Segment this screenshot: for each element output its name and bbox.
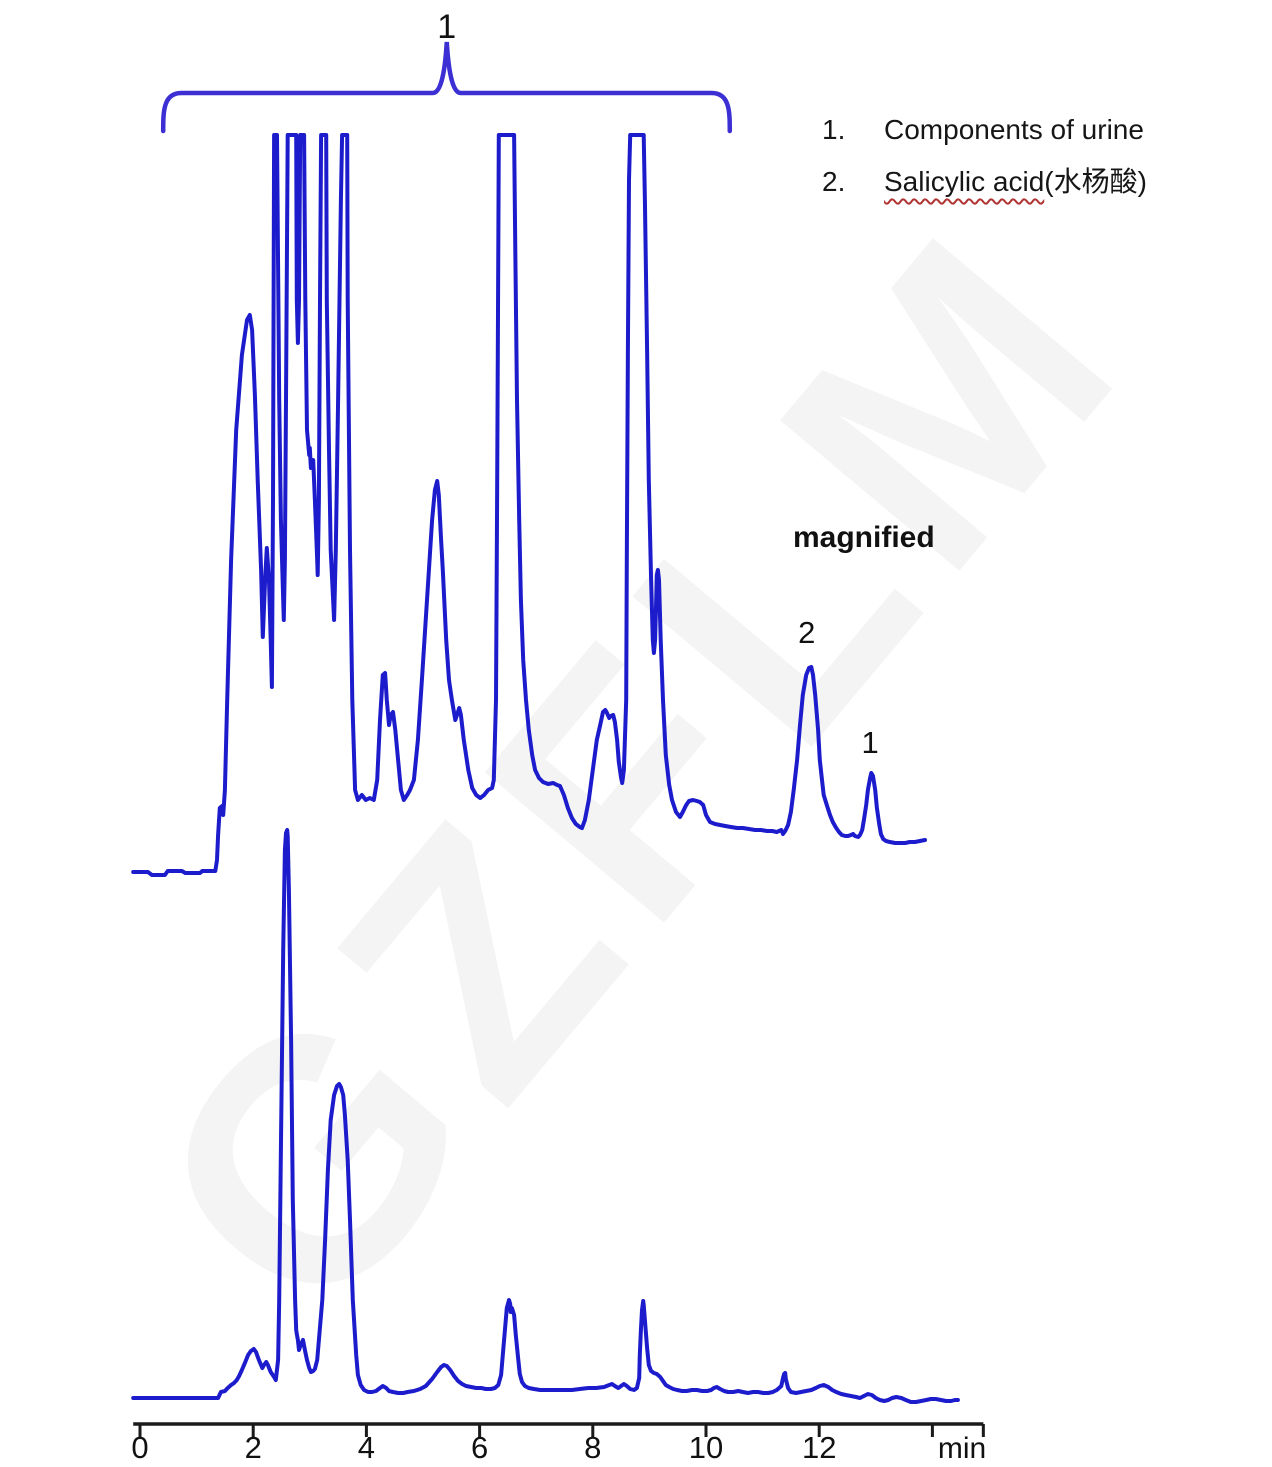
peak-label-1: 1: [862, 725, 879, 760]
brace: [160, 41, 733, 134]
legend-item: 1. Components of urine: [822, 112, 1147, 148]
legend-item-label: Components of urine: [884, 114, 1144, 145]
legend-item-label-suffix: (水杨酸): [1044, 166, 1147, 197]
x-axis-tick-label: 10: [689, 1430, 723, 1465]
x-axis-tick-label: 8: [584, 1430, 601, 1465]
legend: 1. Components of urine 2. Salicylic acid…: [822, 112, 1147, 216]
x-axis-unit-label: min: [938, 1432, 986, 1465]
trace-magnified: [131, 133, 927, 877]
magnified-label: magnified: [793, 521, 935, 554]
brace-label: 1: [437, 8, 456, 46]
x-axis-tick-label: 6: [471, 1430, 488, 1465]
x-axis-tick-label: 2: [245, 1430, 262, 1465]
legend-item: 2. Salicylic acid(水杨酸): [822, 164, 1147, 200]
x-axis-tick-label: 4: [358, 1430, 375, 1465]
legend-item-label-underlined: Salicylic acid: [884, 166, 1045, 197]
trace-original: [131, 828, 960, 1404]
x-axis-tick-label: 0: [131, 1430, 148, 1465]
legend-item-number: 1.: [822, 114, 846, 145]
peak-label-2: 2: [798, 615, 815, 650]
x-axis-tick-label: 12: [802, 1430, 836, 1465]
legend-item-number: 2.: [822, 166, 846, 197]
legend-item-label: Salicylic acid(水杨酸): [884, 164, 1147, 200]
